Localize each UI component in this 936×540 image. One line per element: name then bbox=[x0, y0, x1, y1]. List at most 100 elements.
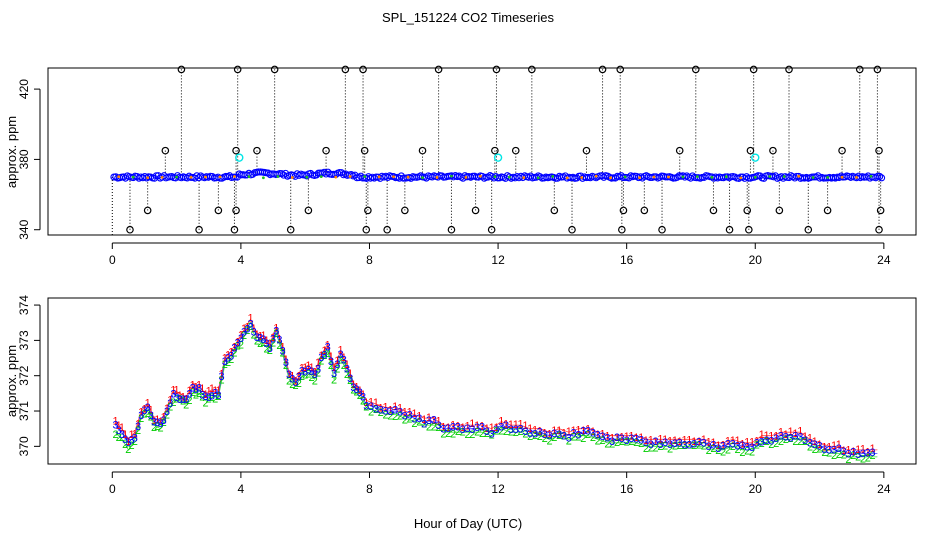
bottom-y-tick-label: 372 bbox=[17, 365, 31, 385]
series-marker-1: 1 bbox=[696, 436, 702, 448]
series-marker-1: 1 bbox=[821, 442, 827, 454]
series-marker-1: 1 bbox=[638, 432, 644, 444]
series-marker-1: 1 bbox=[571, 425, 577, 437]
series-marker-2: 2 bbox=[628, 436, 634, 448]
series-marker-2: 2 bbox=[309, 372, 315, 384]
spike-point bbox=[675, 146, 684, 155]
spike-point bbox=[253, 146, 261, 155]
series-marker-2: 2 bbox=[624, 437, 630, 449]
spike-point bbox=[550, 206, 559, 215]
series-marker-3: 3 bbox=[273, 326, 279, 338]
series-marker-3: 3 bbox=[513, 424, 519, 436]
spike-point bbox=[745, 225, 753, 234]
series-marker-3: 3 bbox=[667, 439, 673, 451]
series-marker-2: 2 bbox=[416, 416, 422, 428]
series-marker-3: 3 bbox=[206, 392, 212, 404]
series-marker-3: 3 bbox=[831, 444, 837, 456]
ambient-overlay-point bbox=[305, 175, 309, 179]
calibration-point bbox=[493, 153, 503, 162]
top-x-tick-label: 0 bbox=[109, 253, 116, 267]
series-marker-2: 2 bbox=[749, 447, 755, 459]
series-marker-3: 3 bbox=[807, 437, 813, 449]
series-marker-3: 3 bbox=[257, 333, 263, 345]
series-marker-1: 1 bbox=[157, 416, 163, 428]
series-marker-3: 3 bbox=[312, 369, 318, 381]
spike-point bbox=[616, 65, 625, 74]
series-marker-1: 1 bbox=[440, 422, 446, 434]
series-marker-3: 3 bbox=[235, 337, 241, 349]
series-marker-3: 3 bbox=[614, 432, 620, 444]
series-marker-3: 3 bbox=[286, 369, 292, 381]
series-marker-2: 2 bbox=[759, 438, 765, 450]
series-marker-1: 1 bbox=[411, 408, 417, 420]
series-marker-3: 3 bbox=[219, 371, 225, 383]
series-marker-1: 1 bbox=[416, 411, 422, 423]
series-marker-2: 2 bbox=[368, 406, 374, 418]
top-x-tick-label: 12 bbox=[491, 253, 505, 267]
series-marker-1: 1 bbox=[174, 385, 180, 397]
spike-point bbox=[471, 206, 480, 215]
series-marker-2: 2 bbox=[267, 345, 273, 357]
series-marker-2: 2 bbox=[513, 427, 519, 439]
series-marker-3: 3 bbox=[354, 384, 360, 396]
series-marker-1: 1 bbox=[378, 402, 384, 414]
series-marker-2: 2 bbox=[493, 425, 499, 437]
ambient-overlay-point bbox=[580, 176, 584, 179]
series-marker-3: 3 bbox=[151, 416, 157, 428]
series-marker-3: 3 bbox=[116, 425, 122, 437]
series-marker-1: 1 bbox=[321, 345, 327, 357]
top-x-tick-label: 4 bbox=[238, 253, 245, 267]
chart-title: SPL_151224 CO2 Timeseries bbox=[382, 10, 554, 25]
series-marker-1: 1 bbox=[797, 426, 803, 438]
series-marker-1: 1 bbox=[831, 440, 837, 452]
series-marker-2: 2 bbox=[556, 430, 562, 442]
ambient-overlay-point bbox=[855, 176, 858, 179]
series-marker-2: 2 bbox=[225, 357, 231, 369]
series-marker-2: 2 bbox=[768, 439, 774, 451]
series-marker-1: 1 bbox=[251, 323, 257, 335]
series-marker-3: 3 bbox=[855, 449, 861, 461]
spike-point bbox=[568, 225, 576, 234]
ambient-overlay-point bbox=[609, 176, 612, 180]
series-marker-1: 1 bbox=[254, 329, 260, 341]
series-marker-3: 3 bbox=[244, 324, 250, 336]
series-marker-2: 2 bbox=[354, 386, 360, 398]
ambient-overlay-point bbox=[421, 176, 424, 180]
series-marker-2: 2 bbox=[648, 443, 654, 455]
series-marker-2: 2 bbox=[455, 426, 461, 438]
series-marker-1: 1 bbox=[357, 385, 363, 397]
series-marker-3: 3 bbox=[532, 428, 538, 440]
ambient-overlay-point bbox=[695, 175, 699, 179]
series-marker-3: 3 bbox=[788, 433, 794, 445]
series-marker-3: 3 bbox=[551, 428, 557, 440]
series-marker-2: 2 bbox=[431, 421, 437, 433]
series-marker-3: 3 bbox=[493, 424, 499, 436]
series-marker-2: 2 bbox=[186, 395, 192, 407]
series-marker-3: 3 bbox=[368, 401, 374, 413]
spike-point bbox=[804, 225, 813, 234]
ambient-overlay-point bbox=[638, 176, 641, 180]
spike-point bbox=[775, 206, 784, 215]
calibration-point bbox=[751, 153, 760, 162]
series-marker-1: 1 bbox=[350, 379, 356, 391]
series-marker-1: 1 bbox=[431, 415, 437, 427]
series-marker-2: 2 bbox=[870, 450, 876, 462]
series-marker-1: 1 bbox=[241, 323, 247, 335]
x-axis-label: Hour of Day (UTC) bbox=[414, 516, 522, 531]
series-marker-2: 2 bbox=[373, 404, 379, 416]
ambient-overlay-point bbox=[681, 175, 685, 179]
series-marker-1: 1 bbox=[802, 431, 808, 443]
series-marker-2: 2 bbox=[667, 443, 673, 455]
series-marker-3: 3 bbox=[292, 377, 298, 389]
series-marker-3: 3 bbox=[196, 383, 202, 395]
spike-point bbox=[749, 65, 758, 74]
series-marker-2: 2 bbox=[518, 426, 524, 438]
series-marker-3: 3 bbox=[392, 404, 398, 416]
series-marker-1: 1 bbox=[628, 430, 634, 442]
series-marker-3: 3 bbox=[186, 389, 192, 401]
series-marker-1: 1 bbox=[436, 416, 442, 428]
spike-point bbox=[582, 146, 591, 155]
series-marker-3: 3 bbox=[556, 429, 562, 441]
series-marker-1: 1 bbox=[493, 422, 499, 434]
